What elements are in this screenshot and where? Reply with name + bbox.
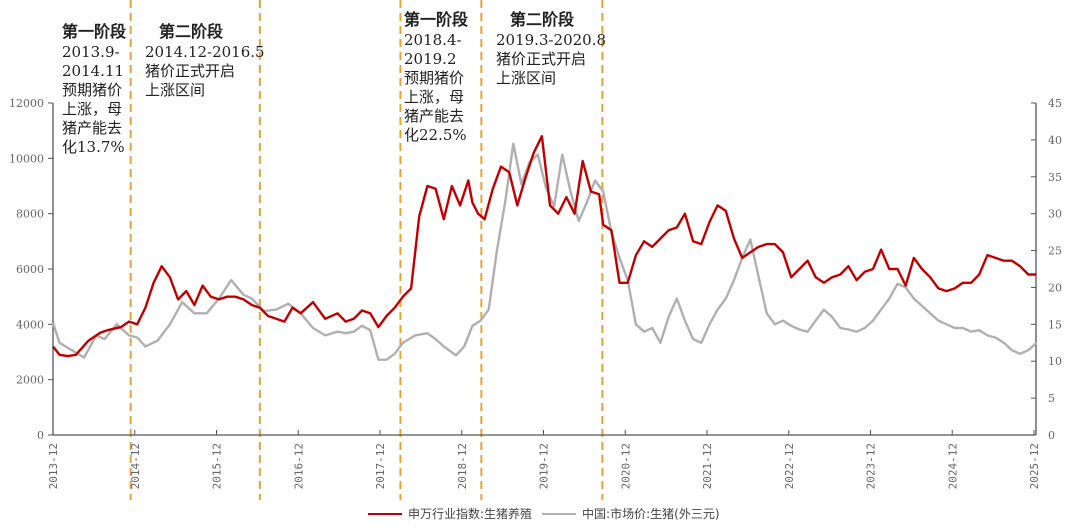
right-axis-tick-label: 5 <box>1048 392 1055 405</box>
right-axis-tick-label: 30 <box>1048 208 1062 221</box>
annotation-heading: 第一阶段 <box>62 22 127 41</box>
annotation-phase1-2018: 第一阶段 2018.4- 2019.2 预期猪价 上涨，母 猪产能去 化22.5… <box>404 10 484 145</box>
annotation-line: 化22.5% <box>404 126 467 144</box>
right-axis-tick-label: 15 <box>1048 318 1062 331</box>
annotation-line: 上涨区间 <box>145 81 206 99</box>
right-axis-tick-label: 25 <box>1048 245 1062 258</box>
left-axis-tick-label: 0 <box>37 429 44 442</box>
legend-swatch-red <box>368 512 402 515</box>
annotation-heading: 第一阶段 <box>404 10 469 29</box>
x-axis-tick-label: 2021-12 <box>701 443 714 489</box>
annotation-line: 上涨区间 <box>496 69 557 87</box>
annotation-phase1-2013: 第一阶段 2013.9- 2014.11 预期猪价 上涨，母 猪产能去 化13.… <box>62 22 142 157</box>
annotation-heading: 第二阶段 <box>159 22 224 41</box>
annotation-line: 猪产能去 <box>62 119 123 137</box>
annotation-heading: 第二阶段 <box>510 10 575 29</box>
right-axis-tick-label: 10 <box>1048 355 1062 368</box>
x-axis-tick-label: 2018-12 <box>456 443 469 489</box>
annotation-line: 2019.3-2020.8 <box>496 31 607 49</box>
annotation-line: 预期猪价 <box>62 81 123 99</box>
left-axis-tick-label: 4000 <box>16 318 44 331</box>
x-axis-tick-label: 2016-12 <box>292 443 305 489</box>
annotation-line: 2014.12-2016.5 <box>145 43 265 61</box>
x-axis-tick-label: 2015-12 <box>211 443 224 489</box>
annotation-line: 预期猪价 <box>404 69 465 87</box>
annotation-line: 2013.9- <box>62 43 120 61</box>
chart-legend: 申万行业指数:生猪养殖 中国:市场价:生猪(外三元) <box>368 505 720 522</box>
axes: 0 2000 4000 6000 8000 10000 12000 0 5 10 15 20 25 30 3… <box>9 97 1062 489</box>
legend-swatch-gray <box>542 512 577 515</box>
series-lines <box>51 134 1038 361</box>
annotation-line: 2019.2 <box>404 50 457 68</box>
x-axis-tick-label: 2019-12 <box>538 443 551 489</box>
right-axis-tick-label: 40 <box>1048 134 1062 147</box>
left-axis-tick-label: 6000 <box>16 263 44 276</box>
x-axis-tick-label: 2023-12 <box>865 443 878 489</box>
right-axis-tick-label: 0 <box>1048 429 1055 442</box>
annotation-line: 猪产能去 <box>404 107 465 125</box>
annotation-line: 2018.4- <box>404 31 462 49</box>
right-axis-tick-label: 45 <box>1048 97 1062 110</box>
annotation-line: 猪价正式开启 <box>145 62 236 80</box>
annotation-line: 上涨，母 <box>62 100 123 118</box>
x-axis-tick-label: 2017-12 <box>374 443 387 489</box>
x-axis-tick-label: 2024-12 <box>946 443 959 489</box>
x-axis-tick-label: 2014-12 <box>129 443 142 489</box>
x-axis-tick-label: 2022-12 <box>783 443 796 489</box>
annotation-line: 上涨，母 <box>404 88 465 106</box>
left-axis-tick-label: 12000 <box>9 97 44 110</box>
phase-divider-lines <box>129 0 604 500</box>
x-axis-tick-label: 2013-12 <box>47 443 60 489</box>
x-axis-tick-label: 2025-12 <box>1028 443 1041 489</box>
left-axis-tick-label: 8000 <box>16 208 44 221</box>
x-axis-tick-label: 2020-12 <box>619 443 632 489</box>
left-axis-tick-label: 2000 <box>16 374 44 387</box>
series-line-price <box>51 142 1038 361</box>
series-line-index <box>52 134 1037 358</box>
annotation-line: 2014.11 <box>62 62 125 80</box>
right-axis-tick-label: 20 <box>1048 281 1062 294</box>
annotation-line: 猪价正式开启 <box>496 50 587 68</box>
legend-label-index: 申万行业指数:生猪养殖 <box>408 507 533 521</box>
annotation-line: 化13.7% <box>62 138 125 156</box>
right-axis-tick-label: 35 <box>1048 171 1062 184</box>
annotation-phase2-2019: 第二阶段 2019.3-2020.8 猪价正式开启 上涨区间 <box>496 10 616 88</box>
left-axis-tick-label: 10000 <box>9 152 44 165</box>
annotation-phase2-2014: 第二阶段 2014.12-2016.5 猪价正式开启 上涨区间 <box>145 22 275 100</box>
legend-label-price: 中国:市场价:生猪(外三元) <box>582 507 720 521</box>
